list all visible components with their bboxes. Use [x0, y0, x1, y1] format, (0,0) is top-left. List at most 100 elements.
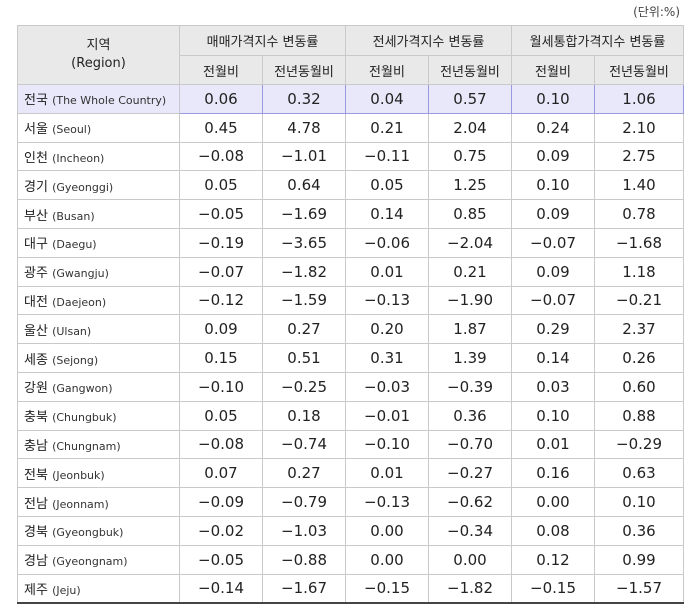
table-row: 충북 (Chungbuk) 0.05 0.18 −0.01 0.36 0.10 0.88: [17, 400, 685, 431]
value-cell: 1.39: [428, 343, 512, 373]
region-name-ko: 충남: [24, 438, 48, 454]
value-cell: 0.27: [262, 314, 346, 345]
region-header-en: (Region): [71, 56, 126, 71]
value-cell: 0.09: [511, 256, 595, 287]
value-cell: −0.08: [179, 141, 263, 172]
region-cell: 광주 (Gwangju): [17, 256, 180, 287]
region-name-ko: 서울: [24, 122, 48, 138]
value-cell: −1.57: [593, 573, 685, 605]
table-row: 인천 (Incheon) −0.08 −1.01 −0.11 0.75 0.09 2.75: [17, 141, 685, 172]
value-cell: 0.14: [345, 199, 429, 229]
table-row: 경남 (Gyeongnam) −0.05 −0.88 0.00 0.00 0.12 0.99: [17, 544, 685, 575]
region-cell: 충남 (Chungnam): [17, 429, 180, 460]
value-cell: −0.09: [179, 487, 263, 517]
table-row: 제주 (Jeju) −0.14 −1.67 −0.15 −1.82 −0.15 −1.57: [17, 573, 685, 605]
table-row: 경기 (Gyeonggi) 0.05 0.64 0.05 1.25 0.10 1.40: [17, 170, 685, 201]
region-name-ko: 세종: [24, 352, 48, 368]
region-name-ko: 강원: [24, 381, 48, 397]
value-cell: 0.18: [262, 400, 346, 431]
sales-yoy-header: 전년동월비: [262, 55, 346, 85]
value-cell: 0.00: [511, 487, 595, 517]
region-name-ko: 인천: [24, 150, 48, 166]
value-cell: −0.02: [179, 515, 263, 546]
region-cell: 전국 (The Whole Country): [17, 84, 180, 114]
value-cell: 1.40: [593, 170, 685, 201]
value-cell: −2.04: [428, 227, 512, 258]
value-cell: 0.06: [179, 84, 263, 114]
value-cell: −0.19: [179, 227, 263, 258]
value-cell: 0.85: [428, 199, 512, 229]
region-cell: 경남 (Gyeongnam): [17, 544, 180, 575]
region-name-ko: 충북: [24, 410, 48, 426]
value-cell: −0.07: [511, 227, 595, 258]
value-cell: −0.70: [428, 429, 512, 460]
region-name-en: (Ulsan): [52, 324, 92, 338]
region-name-ko: 경기: [24, 179, 48, 195]
value-cell: −0.27: [428, 458, 512, 489]
value-cell: 0.88: [593, 400, 685, 431]
value-cell: −0.11: [345, 141, 429, 172]
value-cell: −0.10: [345, 429, 429, 460]
value-cell: −0.39: [428, 371, 512, 402]
region-cell: 충북 (Chungbuk): [17, 400, 180, 431]
region-name-en: (Gangwon): [52, 382, 113, 396]
region-name-en: (Jeju): [52, 583, 81, 597]
region-name-ko: 부산: [24, 208, 48, 224]
value-cell: −1.82: [428, 573, 512, 605]
value-cell: 0.00: [428, 544, 512, 575]
value-cell: 0.51: [262, 343, 346, 373]
sales-index-header: 매매가격지수 변동률: [179, 25, 346, 56]
region-name-ko: 울산: [24, 323, 48, 339]
value-cell: −0.21: [593, 285, 685, 316]
region-name-en: (Daejeon): [52, 295, 107, 309]
region-cell: 전남 (Jeonnam): [17, 487, 180, 517]
value-cell: −0.62: [428, 487, 512, 517]
value-cell: −0.15: [345, 573, 429, 605]
region-name-ko: 제주: [24, 582, 48, 598]
value-cell: −1.68: [593, 227, 685, 258]
value-cell: 0.14: [511, 343, 595, 373]
value-cell: 1.06: [593, 84, 685, 114]
value-cell: −0.05: [179, 544, 263, 575]
value-cell: −0.34: [428, 515, 512, 546]
value-cell: 0.45: [179, 112, 263, 143]
region-cell: 경기 (Gyeonggi): [17, 170, 180, 201]
value-cell: 4.78: [262, 112, 346, 143]
monthly-rent-index-header: 월세통합가격지수 변동률: [510, 25, 685, 56]
value-cell: 0.36: [428, 400, 512, 431]
region-name-en: (Sejong): [52, 353, 99, 367]
value-cell: −1.69: [262, 199, 346, 229]
table-row: 경북 (Gyeongbuk) −0.02 −1.03 0.00 −0.34 0.08 0.3…: [17, 515, 685, 546]
value-cell: 0.64: [262, 170, 346, 201]
region-name-ko: 경북: [24, 525, 48, 541]
value-cell: 0.04: [345, 84, 429, 114]
value-cell: 0.05: [345, 170, 429, 201]
value-cell: 0.24: [511, 112, 595, 143]
value-cell: 0.01: [511, 429, 595, 460]
table-row: 전국 (The Whole Country) 0.06 0.32 0.04 0.57 0.…: [17, 84, 685, 114]
value-cell: 1.18: [593, 256, 685, 287]
region-name-en: (The Whole Country): [52, 94, 167, 108]
value-cell: 0.78: [593, 199, 685, 229]
region-cell: 전북 (Jeonbuk): [17, 458, 180, 489]
value-cell: −0.07: [179, 256, 263, 287]
value-cell: 0.36: [593, 515, 685, 546]
value-cell: −0.06: [345, 227, 429, 258]
value-cell: 0.21: [345, 112, 429, 143]
value-cell: 1.25: [428, 170, 512, 201]
region-cell: 대구 (Daegu): [17, 227, 180, 258]
region-name-en: (Seoul): [52, 123, 92, 137]
region-cell: 제주 (Jeju): [17, 573, 180, 605]
value-cell: 0.07: [179, 458, 263, 489]
value-cell: 0.00: [345, 515, 429, 546]
value-cell: −0.08: [179, 429, 263, 460]
value-cell: −0.05: [179, 199, 263, 229]
value-cell: −3.65: [262, 227, 346, 258]
table-row: 충남 (Chungnam) −0.08 −0.74 −0.10 −0.70 0.01 −0.…: [17, 429, 685, 460]
region-name-ko: 전북: [24, 467, 48, 483]
region-name-en: (Gyeonggi): [52, 180, 114, 194]
table-row: 대전 (Daejeon) −0.12 −1.59 −0.13 −1.90 −0.07 −0.…: [17, 285, 685, 316]
region-name-ko: 광주: [24, 266, 48, 282]
region-name-en: (Jeonnam): [52, 497, 109, 511]
value-cell: −0.12: [179, 285, 263, 316]
